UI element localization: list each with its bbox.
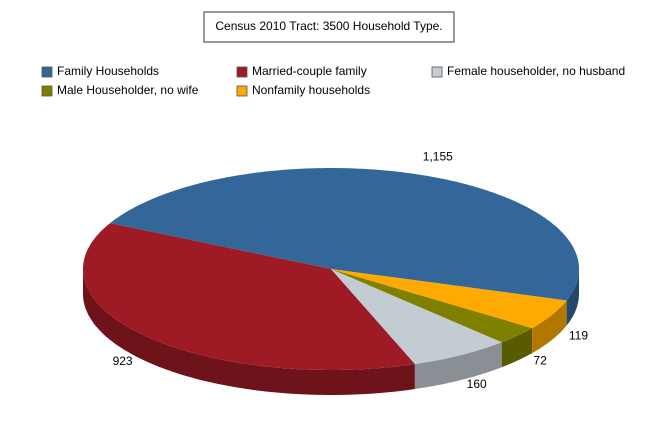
title-box [203,11,455,43]
legend-swatch [431,66,443,78]
legend-swatch [236,85,248,97]
data-label: 1,155 [423,149,453,163]
pie-slice [331,269,502,364]
pie-side [532,300,567,354]
legend-swatch [41,66,53,78]
pie-side [501,328,533,368]
data-label: 160 [467,377,487,391]
legend-swatch [41,85,53,97]
chart-title: Census 2010 Tract: 3500 Household Type. [215,19,442,33]
pie-slice [110,168,579,301]
legend-label: Female householder, no husband [447,64,625,78]
pie-slice [331,269,567,329]
data-label: 119 [569,329,588,343]
legend-label: Nonfamily households [252,83,370,97]
pie-side [414,342,502,389]
pie-slice [331,269,533,343]
pie-side [566,269,579,326]
data-label: 72 [533,353,547,367]
pie-side [83,269,415,395]
pie-slice [83,223,415,370]
legend-label: Married-couple family [252,64,367,78]
legend-label: Family Households [57,64,159,78]
legend-swatch [236,66,248,78]
data-label: 923 [113,354,133,368]
legend-label: Male Householder, no wife [57,83,199,97]
